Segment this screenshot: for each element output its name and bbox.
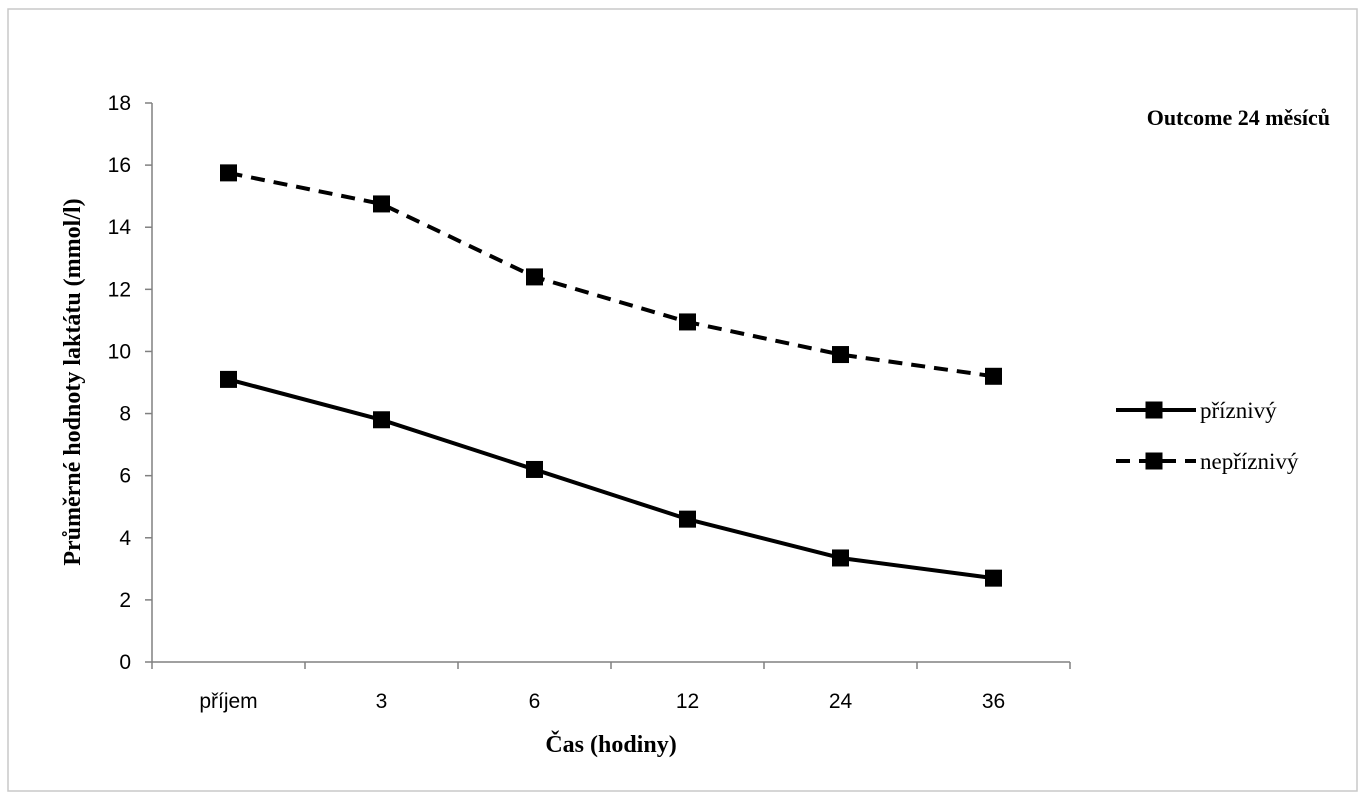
- chart-title: Outcome 24 měsíců: [1147, 105, 1330, 130]
- y-tick-label: 10: [108, 340, 131, 363]
- y-axis-title: Průměrné hodnoty laktátu (mmol/l): [60, 198, 86, 565]
- data-point: [832, 549, 849, 567]
- series-2: [220, 164, 1002, 385]
- x-tick-label: 36: [982, 690, 1005, 713]
- y-ticks: 0 2 4 6 8 10 12 14 16 18: [108, 92, 152, 674]
- data-point: [373, 411, 390, 429]
- x-tick-label: 12: [676, 690, 699, 713]
- data-point: [526, 268, 543, 286]
- legend-entry: příznivý: [1116, 398, 1277, 423]
- x-tick-label: 24: [829, 690, 853, 713]
- y-tick-label: 16: [108, 154, 131, 177]
- y-tick-label: 14: [108, 216, 132, 239]
- legend-marker: [1145, 452, 1163, 470]
- y-tick-label: 6: [119, 465, 131, 488]
- data-point: [220, 164, 237, 182]
- data-point: [220, 370, 237, 388]
- data-point: [985, 569, 1002, 587]
- legend: příznivý nepříznivý: [1116, 398, 1299, 474]
- y-tick-label: 18: [108, 92, 131, 115]
- x-tick-label: příjem: [199, 690, 257, 713]
- legend-label: příznivý: [1200, 398, 1277, 423]
- series-layer: [220, 164, 1002, 587]
- series-1: [220, 370, 1002, 587]
- data-point: [985, 367, 1002, 385]
- y-tick-label: 2: [119, 589, 131, 612]
- data-point: [526, 460, 543, 478]
- y-tick-label: 4: [119, 527, 131, 550]
- x-tick-label: 6: [529, 690, 541, 713]
- y-tick-label: 8: [119, 403, 131, 426]
- y-tick-label: 0: [119, 651, 131, 674]
- x-ticks: příjem 3 6 12 24 36: [151, 662, 1071, 713]
- data-point: [832, 346, 849, 364]
- data-point: [679, 313, 696, 331]
- series-line: [228, 170, 994, 379]
- x-tick-label: 3: [376, 690, 388, 713]
- data-point: [373, 195, 390, 213]
- x-axis-title: Čas (hodiny): [545, 731, 676, 758]
- y-tick-label: 12: [108, 278, 131, 301]
- legend-label: nepříznivý: [1200, 449, 1299, 474]
- chart-frame: [7, 8, 1358, 792]
- data-point: [679, 510, 696, 528]
- series-line: [227, 377, 994, 581]
- legend-entry: nepříznivý: [1116, 449, 1299, 474]
- legend-marker: [1145, 401, 1163, 419]
